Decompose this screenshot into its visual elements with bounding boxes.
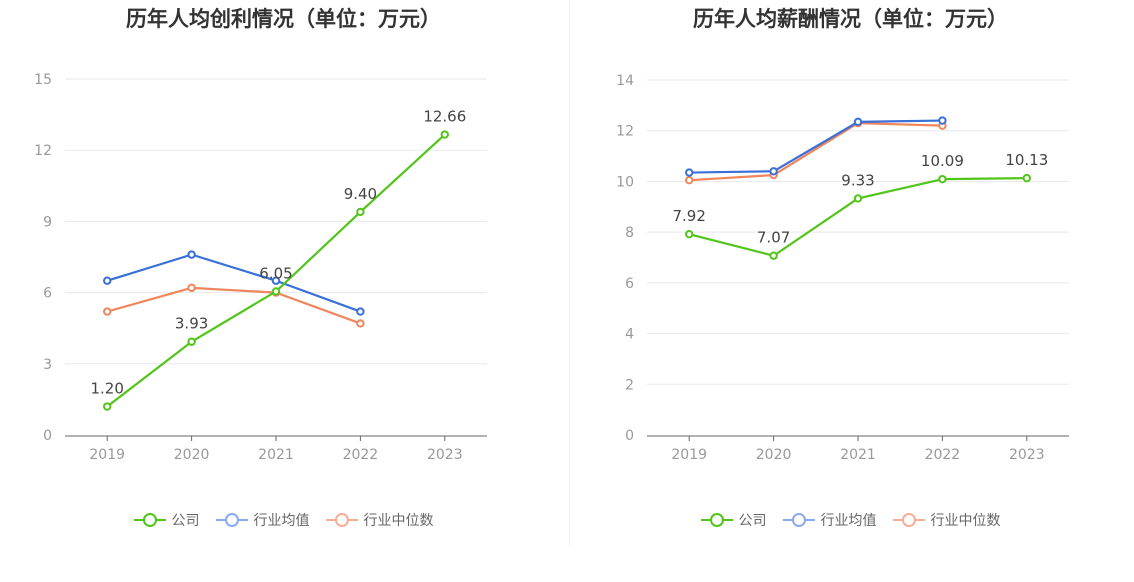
y-tick-label: 0 [43, 428, 52, 444]
legend-line-icon [700, 512, 733, 528]
legend-line-icon [133, 512, 166, 528]
data-label: 12.66 [423, 108, 466, 126]
data-point [853, 194, 863, 203]
legend-item-company[interactable]: 公司 [133, 510, 200, 530]
data-label: 10.13 [1005, 151, 1048, 169]
x-tick-label: 2021 [840, 447, 876, 463]
data-point [103, 276, 112, 285]
chart-title: 历年人均创利情况（单位：万元） [126, 7, 441, 31]
data-point [769, 251, 778, 260]
y-tick-label: 2 [625, 377, 634, 393]
y-tick-label: 6 [625, 276, 634, 292]
chart-legend: 公司 行业均值 行业中位数 [567, 510, 1134, 530]
data-point [187, 250, 196, 259]
legend-line-icon [215, 512, 248, 528]
x-tick-label: 2020 [174, 447, 210, 463]
y-tick-label: 10 [616, 174, 634, 190]
y-tick-label: 6 [43, 286, 52, 302]
y-tick-label: 14 [616, 73, 634, 89]
data-point [271, 276, 281, 285]
legend-label: 行业中位数 [930, 513, 1001, 529]
chart-title: 历年人均薪酬情况（单位：万元） [693, 7, 1008, 31]
data-point [853, 117, 863, 127]
data-point [356, 319, 365, 328]
data-label: 9.40 [344, 185, 377, 203]
y-tick-label: 12 [616, 124, 634, 140]
data-point [769, 167, 778, 176]
legend-line-icon [892, 512, 925, 528]
data-point [356, 307, 365, 316]
data-label: 10.09 [921, 152, 964, 170]
line-chart-profit: 0 3 6 9 12 15 2019 2020 2021 2022 2023 1.20 3.93 6.05… [34, 72, 487, 463]
data-point [685, 175, 694, 185]
data-point [271, 287, 281, 296]
data-point [938, 116, 947, 125]
y-tick-label: 15 [34, 72, 52, 88]
data-point [938, 174, 947, 184]
data-label: 7.07 [757, 229, 790, 247]
series-line-2 [106, 286, 361, 325]
x-tick-label: 2022 [343, 447, 379, 463]
legend-item-company[interactable]: 公司 [700, 510, 767, 530]
y-tick-label: 3 [43, 357, 52, 373]
y-tick-label: 4 [625, 327, 634, 343]
line-chart-salary: 0 2 4 6 8 10 12 14 2019 2020 2021 2022 2023 7.92 7.07 9… [616, 73, 1069, 463]
x-tick-label: 2023 [427, 447, 463, 463]
data-point [356, 207, 365, 217]
x-tick-label: 2021 [258, 447, 294, 463]
legend-label: 公司 [171, 513, 200, 529]
legend-label: 行业中位数 [363, 513, 434, 529]
chart-legend: 公司 行业均值 行业中位数 [0, 510, 567, 530]
y-tick-label: 0 [625, 428, 634, 444]
chart-panel-profit-per-capita: 历年人均创利情况（单位：万元） 0 3 6 9 12 15 2019 2020 2021 2022… [0, 7, 567, 530]
x-tick-label: 2020 [756, 447, 792, 463]
x-tick-label: 2019 [89, 447, 125, 463]
series-line-1 [689, 119, 943, 174]
x-tick-label: 2022 [925, 447, 961, 463]
data-label: 6.05 [259, 264, 292, 282]
panel-divider [569, 0, 570, 545]
series-line-0 [688, 177, 1027, 257]
y-tick-label: 8 [625, 225, 634, 241]
series-line-1 [106, 253, 361, 313]
data-point [440, 130, 449, 139]
y-tick-label: 9 [43, 214, 52, 230]
legend-item-industry-mean[interactable]: 行业均值 [215, 510, 310, 530]
x-tick-label: 2023 [1009, 447, 1045, 463]
legend-label: 公司 [738, 513, 767, 529]
chart-panel-salary-per-capita: 历年人均薪酬情况（单位：万元） 0 2 4 6 8 10 12 14 2019 2020 2021 2… [567, 0, 1134, 582]
legend-item-industry-median[interactable]: 行业中位数 [325, 510, 434, 530]
legend-line-icon [782, 512, 815, 528]
data-point [103, 402, 112, 411]
legend-label: 行业均值 [253, 513, 310, 529]
legend-item-industry-mean[interactable]: 行业均值 [782, 510, 877, 530]
data-label: 3.93 [175, 315, 208, 333]
data-label: 1.20 [90, 380, 123, 398]
legend-item-industry-median[interactable]: 行业中位数 [892, 510, 1001, 530]
data-point [685, 168, 694, 177]
series-line-2 [689, 122, 943, 182]
data-point [103, 307, 112, 316]
y-tick-label: 12 [34, 143, 52, 159]
data-label: 7.92 [672, 207, 705, 225]
data-label: 9.33 [841, 171, 874, 189]
legend-line-icon [325, 512, 358, 528]
data-point [685, 229, 694, 239]
data-point [1022, 173, 1031, 183]
legend-label: 行业均值 [820, 513, 877, 529]
data-point [187, 337, 196, 346]
data-point [187, 283, 196, 293]
x-tick-label: 2019 [671, 447, 707, 463]
